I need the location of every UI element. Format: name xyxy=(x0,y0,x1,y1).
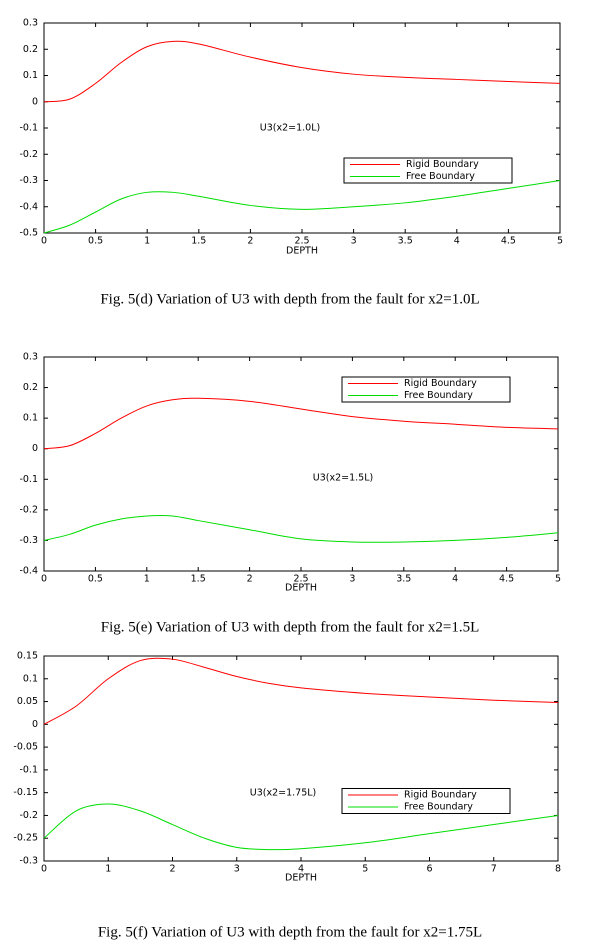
x-tick-label: 5 xyxy=(557,236,563,247)
series-line xyxy=(43,514,559,543)
x-tick-label: 0.5 xyxy=(88,236,103,247)
x-tick-label: 2 xyxy=(247,236,253,247)
legend-label: Rigid Boundary xyxy=(406,159,479,170)
y-tick-label: 0.3 xyxy=(23,18,38,29)
x-tick-label: 7 xyxy=(491,864,497,875)
x-tick-label: 4.5 xyxy=(499,574,514,585)
y-tick-label: 0.2 xyxy=(23,44,38,55)
legend-box xyxy=(341,788,511,814)
x-tick-label: 0 xyxy=(41,864,47,875)
x-tick-label: 1 xyxy=(144,574,150,585)
x-tick-label: 3.5 xyxy=(398,236,413,247)
legend-label: Rigid Boundary xyxy=(404,790,477,801)
x-axis-label: DEPTH xyxy=(286,246,318,257)
x-tick-label: 3 xyxy=(234,864,240,875)
legend-box xyxy=(343,157,513,184)
series-line xyxy=(43,397,559,450)
y-tick-label: 0.1 xyxy=(23,70,38,81)
legend-label: Free Boundary xyxy=(404,390,473,401)
y-tick-label: -0.15 xyxy=(13,787,38,798)
x-tick-label: 1.5 xyxy=(191,574,206,585)
figure-caption: Fig. 5(d) Variation of U3 with depth fro… xyxy=(100,291,479,307)
x-tick-label: 6 xyxy=(426,864,432,875)
annotation: U3(x2=1.0L) xyxy=(260,123,320,134)
x-tick-label: 2.5 xyxy=(294,236,309,247)
y-tick-label: -0.4 xyxy=(19,201,38,212)
y-tick-label: -0.1 xyxy=(19,123,38,134)
x-tick-label: 3 xyxy=(349,574,355,585)
x-tick-label: 2.5 xyxy=(293,574,308,585)
x-tick-label: 4 xyxy=(298,864,304,875)
y-tick-label: -0.1 xyxy=(19,474,38,485)
annotation: U3(x2=1.75L) xyxy=(250,788,316,799)
y-tick-label: -0.3 xyxy=(19,535,38,546)
y-tick-label: -0.1 xyxy=(19,764,38,775)
annotation: U3(x2=1.5L) xyxy=(313,473,373,484)
y-tick-label: 0 xyxy=(32,96,38,107)
series-line xyxy=(43,657,559,725)
legend-label: Rigid Boundary xyxy=(404,378,477,389)
x-tick-label: 0.5 xyxy=(88,574,103,585)
x-tick-label: 2 xyxy=(247,574,253,585)
x-tick-label: 3.5 xyxy=(396,574,411,585)
x-tick-label: 0 xyxy=(41,236,47,247)
y-tick-label: 0.05 xyxy=(17,696,38,707)
legend-label: Free Boundary xyxy=(406,171,475,182)
figure-caption: Fig. 5(f) Variation of U3 with depth fro… xyxy=(98,924,482,940)
y-tick-label: 0.2 xyxy=(23,382,38,393)
y-tick-label: -0.4 xyxy=(19,566,38,577)
x-tick-label: 1 xyxy=(105,864,111,875)
x-tick-label: 0 xyxy=(41,574,47,585)
x-tick-label: 1.5 xyxy=(191,236,206,247)
x-axis-label: DEPTH xyxy=(285,873,317,884)
y-tick-label: -0.05 xyxy=(13,742,38,753)
y-tick-label: -0.25 xyxy=(13,833,38,844)
series-line xyxy=(43,803,559,851)
x-tick-label: 4 xyxy=(452,574,458,585)
y-tick-label: 0 xyxy=(32,443,38,454)
plot-frame xyxy=(43,655,559,862)
x-axis-label: DEPTH xyxy=(285,583,317,594)
y-tick-label: -0.3 xyxy=(19,856,38,867)
x-tick-label: 5 xyxy=(362,864,368,875)
y-tick-label: 0 xyxy=(32,719,38,730)
series-line xyxy=(43,180,561,234)
figure-caption: Fig. 5(e) Variation of U3 with depth fro… xyxy=(101,619,480,635)
y-tick-label: 0.15 xyxy=(17,651,38,662)
x-tick-label: 1 xyxy=(144,236,150,247)
x-tick-label: 4 xyxy=(454,236,460,247)
x-tick-label: 3 xyxy=(351,236,357,247)
x-tick-label: 5 xyxy=(555,574,561,585)
y-tick-label: -0.2 xyxy=(19,504,38,515)
legend-label: Free Boundary xyxy=(404,802,473,813)
y-tick-label: -0.2 xyxy=(19,149,38,160)
legend-box xyxy=(341,376,511,403)
x-tick-label: 4.5 xyxy=(501,236,516,247)
y-tick-label: 0.1 xyxy=(23,673,38,684)
y-tick-label: -0.2 xyxy=(19,810,38,821)
y-tick-label: 0.1 xyxy=(23,413,38,424)
y-tick-label: -0.5 xyxy=(19,228,38,239)
series-line xyxy=(43,40,561,103)
y-tick-label: 0.3 xyxy=(23,352,38,363)
y-tick-label: -0.3 xyxy=(19,175,38,186)
x-tick-label: 8 xyxy=(555,864,561,875)
x-tick-label: 2 xyxy=(169,864,175,875)
